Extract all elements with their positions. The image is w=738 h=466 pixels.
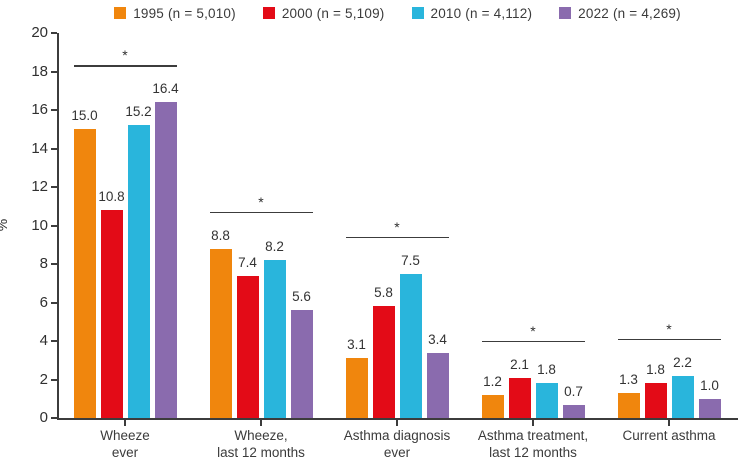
bar-2022 (154, 102, 177, 418)
bar-1995 (73, 129, 96, 418)
bar-2022 (562, 404, 585, 418)
bar-1995 (209, 248, 232, 418)
significance-bracket (481, 340, 585, 343)
y-axis-title: % (0, 219, 10, 231)
y-axis-tick-label: 4 (39, 332, 48, 349)
y-axis-tick-label: 6 (39, 293, 48, 311)
significance-asterisk: * (258, 193, 264, 210)
bar-value-label: 10.8 (98, 189, 125, 205)
significance-bracket (617, 338, 721, 341)
y-axis-tick (51, 109, 57, 111)
y-axis-tick-label: 10 (31, 216, 48, 234)
bar-value-label: 15.2 (125, 104, 152, 120)
y-axis-tick-label: 20 (31, 24, 48, 41)
bar-2022 (426, 352, 449, 418)
bar-value-label: 15.0 (71, 108, 98, 124)
x-axis-tick (124, 420, 126, 426)
legend-item-2022: 2022 (n = 4,269) (559, 6, 681, 21)
y-axis-tick-label: 8 (39, 255, 48, 272)
y-axis-tick-label: 2 (39, 370, 48, 388)
bar-value-label: 1.3 (619, 371, 638, 387)
y-axis-line (57, 33, 59, 420)
legend-label: 2022 (n = 4,269) (578, 5, 681, 21)
y-axis-tick-label: 18 (31, 62, 48, 80)
bar-2010 (127, 125, 150, 418)
category-label: Wheeze ever (100, 428, 150, 460)
x-axis-tick (260, 420, 262, 426)
significance-asterisk: * (122, 47, 128, 64)
significance-asterisk: * (530, 322, 536, 339)
legend-label: 2000 (n = 5,109) (281, 5, 385, 21)
y-axis-tick (51, 70, 57, 73)
category-label: Asthma diagnosis ever (343, 428, 451, 460)
bar-2010 (535, 383, 558, 418)
y-axis-tick (51, 263, 57, 265)
bar-2010 (671, 375, 694, 418)
bar-value-label: 7.4 (238, 254, 257, 270)
significance-bracket (345, 236, 449, 239)
bar-value-label: 1.0 (700, 377, 719, 393)
bar-value-label: 7.5 (401, 252, 420, 268)
x-axis-line (57, 418, 738, 420)
category-label: Asthma treatment, last 12 months (477, 428, 589, 460)
bar-2000 (236, 275, 259, 418)
legend-label: 2010 (n = 4,112) (430, 5, 533, 21)
category-label: Wheeze, last 12 months (217, 428, 305, 460)
significance-asterisk: * (394, 218, 400, 235)
bar-1995 (345, 358, 368, 418)
bar-value-label: 3.4 (428, 331, 447, 347)
bar-2022 (290, 310, 313, 418)
bar-value-label: 2.2 (673, 354, 692, 370)
y-axis-tick (51, 340, 57, 342)
legend-item-2010: 2010 (n = 4,112) (411, 5, 533, 21)
y-axis-tick (51, 301, 57, 304)
x-axis-tick (532, 420, 534, 426)
y-axis-tick (51, 32, 57, 34)
bar-value-label: 16.4 (152, 81, 179, 97)
bar-value-label: 1.2 (483, 373, 502, 389)
bar-value-label: 8.8 (211, 227, 230, 243)
bar-value-label: 5.6 (292, 289, 311, 305)
bar-value-label: 5.8 (374, 285, 393, 301)
legend-item-2000: 2000 (n = 5,109) (262, 5, 385, 21)
legend-swatch-icon (411, 7, 424, 19)
category-label: Current asthma (622, 428, 716, 443)
legend-label: 1995 (n = 5,010) (133, 5, 236, 21)
bar-2000 (644, 383, 667, 418)
legend-swatch-icon (114, 7, 127, 19)
y-axis-tick-label: 16 (31, 101, 48, 118)
bar-value-label: 1.8 (537, 362, 556, 378)
bar-2010 (263, 260, 286, 418)
significance-asterisk: * (666, 320, 672, 337)
legend-swatch-icon (262, 7, 275, 19)
bar-2000 (100, 210, 123, 418)
bar-value-label: 0.7 (564, 383, 583, 399)
y-axis-tick (51, 224, 57, 227)
legend-item-1995: 1995 (n = 5,010) (114, 6, 236, 21)
y-axis-tick (51, 417, 57, 419)
y-axis-tick-label: 0 (39, 409, 48, 426)
bar-value-label: 8.2 (265, 239, 284, 255)
bar-2010 (399, 273, 422, 418)
bar-value-label: 2.1 (510, 356, 529, 372)
bar-2000 (508, 377, 531, 418)
x-axis-tick (668, 420, 670, 426)
y-axis-tick-label: 14 (31, 139, 48, 157)
chart-legend: 1995 (n = 5,010) 2000 (n = 5,109) 2010 (n … (57, 3, 738, 23)
bar-value-label: 3.1 (347, 337, 366, 353)
bar-value-label: 1.8 (646, 362, 665, 378)
significance-bracket (209, 211, 313, 214)
x-axis-tick (396, 420, 398, 426)
y-axis-tick (51, 147, 57, 150)
y-axis-tick (51, 378, 57, 381)
bar-2022 (698, 398, 721, 418)
y-axis-tick-label: 12 (31, 178, 48, 195)
bar-1995 (617, 392, 640, 418)
bar-1995 (481, 394, 504, 418)
legend-swatch-icon (559, 7, 572, 19)
y-axis-tick (51, 186, 57, 188)
significance-bracket (73, 65, 177, 67)
bar-2000 (372, 306, 395, 418)
